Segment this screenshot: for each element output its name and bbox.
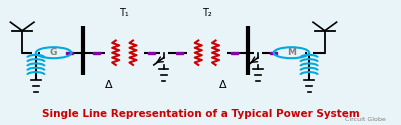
Bar [269,52,277,54]
Text: Δ: Δ [105,80,112,90]
Bar [175,52,182,54]
Text: M: M [286,48,295,57]
Bar [148,52,155,54]
Text: T₁: T₁ [119,8,129,18]
Text: Single Line Representation of a Typical Power System: Single Line Representation of a Typical … [42,109,359,119]
Text: G: G [50,48,57,57]
Bar [66,52,73,54]
Text: Δ: Δ [218,80,226,90]
Text: Circuit Globe: Circuit Globe [344,117,385,122]
Bar [230,52,237,54]
Bar [93,52,100,54]
Text: T₂: T₂ [202,8,211,18]
